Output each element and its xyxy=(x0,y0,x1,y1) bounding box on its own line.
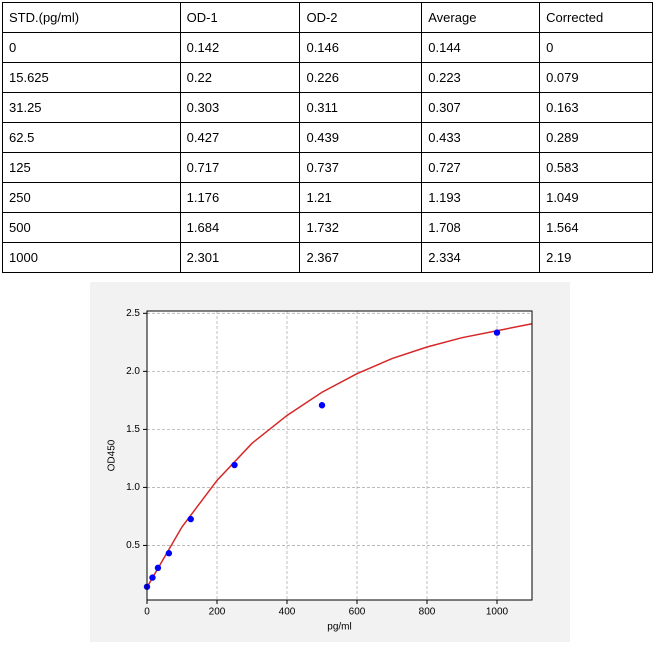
table-cell: 0 xyxy=(539,32,653,63)
plot-area xyxy=(147,311,532,600)
table-row: 0 0.142 0.146 0.144 0 xyxy=(2,32,653,63)
table-cell: 0.439 xyxy=(299,122,423,153)
table-row: 125 0.717 0.737 0.727 0.583 xyxy=(2,152,653,183)
table-cell: 0.146 xyxy=(299,32,423,63)
table-row: STD.(pg/ml) OD-1 OD-2 Average Corrected xyxy=(2,2,653,33)
data-point xyxy=(154,564,162,572)
x-axis-label: pg/ml xyxy=(327,622,351,633)
chart: 0 200 400 600 800 1000 0.5 1.0 1.5 2.0 2.5 pg/ml OD4… xyxy=(107,308,533,633)
table-row: 31.25 0.303 0.311 0.307 0.163 xyxy=(2,92,653,123)
table-row: 1000 2.301 2.367 2.334 2.19 xyxy=(2,242,653,273)
table-cell: 0.311 xyxy=(299,92,423,123)
table-cell: 500 xyxy=(2,212,181,243)
table-cell: 2.19 xyxy=(539,242,653,273)
table-cell: 0.427 xyxy=(179,122,301,153)
table-cell: 0.289 xyxy=(539,122,653,153)
table-row: 500 1.684 1.732 1.708 1.564 xyxy=(2,212,653,243)
table-cell: 31.25 xyxy=(2,92,181,123)
table-cell: 0.307 xyxy=(421,92,541,123)
y-tick-label: 1.5 xyxy=(126,424,140,435)
table-cell: 1.176 xyxy=(179,182,301,213)
table-cell: 0.303 xyxy=(179,92,301,123)
table-cell: 0 xyxy=(2,32,181,63)
table-cell: 1.049 xyxy=(539,182,653,213)
table-row: 250 1.176 1.21 1.193 1.049 xyxy=(2,182,653,213)
table-cell: 0.583 xyxy=(539,152,653,183)
table-cell: Average xyxy=(421,2,541,33)
x-tick-label: 600 xyxy=(349,607,366,618)
x-tick-label: 400 xyxy=(279,607,296,618)
data-point xyxy=(149,574,156,581)
table-cell: 0.737 xyxy=(299,152,423,183)
y-tick-label: 1.0 xyxy=(126,482,140,493)
table-cell: 0.433 xyxy=(421,122,541,153)
table-cell: 1.193 xyxy=(421,182,541,213)
table-cell: 0.22 xyxy=(179,62,301,93)
table-cell: 250 xyxy=(2,182,181,213)
table-cell: 125 xyxy=(2,152,181,183)
table-cell: 1000 xyxy=(2,242,181,273)
table-cell: 0.223 xyxy=(421,62,541,93)
table-cell: 0.163 xyxy=(539,92,653,123)
table-cell: 2.301 xyxy=(179,242,301,273)
table-cell: 0.226 xyxy=(299,62,423,93)
y-tick-label: 0.5 xyxy=(126,540,140,551)
y-tick-label: 2.0 xyxy=(126,366,140,377)
chart-panel: 0 200 400 600 800 1000 0.5 1.0 1.5 2.0 2.5 pg/ml OD4… xyxy=(90,282,570,642)
x-tick-label: 0 xyxy=(144,607,150,618)
x-tick-label: 800 xyxy=(419,607,436,618)
data-point xyxy=(165,550,173,557)
table-cell: 1.732 xyxy=(299,212,423,243)
table-cell: 0.079 xyxy=(539,62,653,93)
data-point xyxy=(318,402,326,409)
table-cell: 2.334 xyxy=(421,242,541,273)
data-point xyxy=(493,329,501,336)
table-cell: 1.21 xyxy=(299,182,423,213)
x-tick-label: 200 xyxy=(209,607,226,618)
table-cell: 0.727 xyxy=(421,152,541,183)
y-tick-label: 2.5 xyxy=(126,308,140,319)
table-cell: 1.564 xyxy=(539,212,653,243)
table-cell: OD-2 xyxy=(299,2,423,33)
table-cell: 2.367 xyxy=(299,242,423,273)
table-cell: 0.144 xyxy=(421,32,541,63)
plot-frame xyxy=(146,310,533,601)
table-row: 15.625 0.22 0.226 0.223 0.079 xyxy=(2,62,653,93)
table-cell: STD.(pg/ml) xyxy=(2,2,181,33)
x-tick-label: 1000 xyxy=(486,607,509,618)
table-cell: 1.684 xyxy=(179,212,301,243)
table-row: 62.5 0.427 0.439 0.433 0.289 xyxy=(2,122,653,153)
table-cell: 0.142 xyxy=(179,32,301,63)
table-cell: 15.625 xyxy=(2,62,181,93)
table-cell: OD-1 xyxy=(179,2,301,33)
table-cell: 62.5 xyxy=(2,122,181,153)
table-cell: Corrected xyxy=(539,2,653,33)
data-table: STD.(pg/ml) OD-1 OD-2 Average Corrected 0 0.14… xyxy=(2,2,653,273)
table-cell: 0.717 xyxy=(179,152,301,183)
data-point xyxy=(187,515,194,523)
fit-curve xyxy=(146,323,533,588)
data-point xyxy=(231,461,238,469)
table-cell: 1.708 xyxy=(421,212,541,243)
y-axis-label: OD450 xyxy=(107,439,118,471)
